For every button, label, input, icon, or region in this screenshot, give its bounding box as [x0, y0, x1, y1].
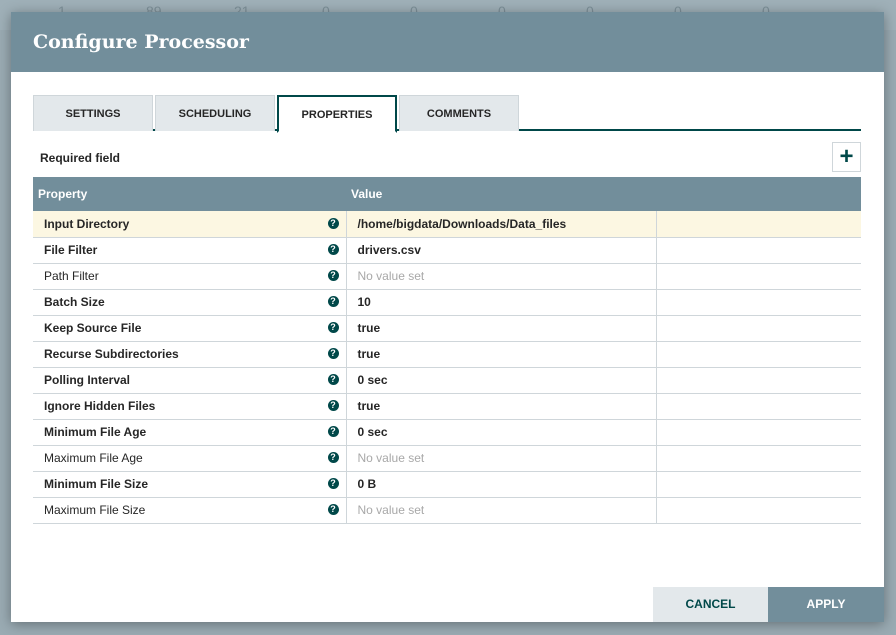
table-row[interactable]: ? Batch Size 10: [33, 289, 861, 316]
row-actions: [655, 471, 861, 498]
property-value[interactable]: No value set: [345, 263, 656, 290]
row-actions: [655, 393, 861, 420]
status-count: 0: [762, 3, 770, 19]
help-icon[interactable]: ?: [327, 478, 339, 489]
row-actions: [655, 341, 861, 368]
help-icon[interactable]: ?: [327, 348, 339, 359]
property-name: ? Maximum File Size: [33, 497, 346, 524]
tab-bar: SETTINGS SCHEDULING PROPERTIES COMMENTS: [33, 95, 861, 133]
help-icon[interactable]: ?: [327, 322, 339, 333]
property-value[interactable]: /home/bigdata/Downloads/Data_files: [345, 211, 656, 238]
row-actions: [655, 237, 861, 264]
plus-icon: +: [839, 143, 854, 170]
table-row[interactable]: ? Maximum File Size No value set: [33, 497, 861, 524]
table-row[interactable]: ? Minimum File Age 0 sec: [33, 419, 861, 446]
table-row[interactable]: ? Ignore Hidden Files true: [33, 393, 861, 420]
property-value[interactable]: true: [345, 393, 656, 420]
property-name: ? Polling Interval: [33, 367, 346, 394]
property-name: ? Batch Size: [33, 289, 346, 316]
property-name: ? File Filter: [33, 237, 346, 264]
table-row[interactable]: ? File Filter drivers.csv: [33, 237, 861, 264]
table-row[interactable]: ? Keep Source File true: [33, 315, 861, 342]
tab-settings[interactable]: SETTINGS: [33, 95, 153, 131]
help-icon[interactable]: ?: [327, 504, 339, 515]
column-header-value: Value: [346, 177, 861, 211]
property-name: ? Minimum File Size: [33, 471, 346, 498]
table-row[interactable]: ? Input Directory/home/bigdata/Downloads/…: [33, 211, 861, 238]
help-icon[interactable]: ?: [327, 374, 339, 385]
add-property-button[interactable]: +: [832, 142, 861, 172]
row-actions: [655, 211, 861, 238]
row-actions: [655, 263, 861, 290]
status-count: 0: [410, 3, 418, 19]
table-row[interactable]: ? Recurse Subdirectories true: [33, 341, 861, 368]
property-value[interactable]: true: [345, 315, 656, 342]
status-count: 0: [586, 3, 594, 19]
property-name: ? Ignore Hidden Files: [33, 393, 346, 420]
table-row[interactable]: ? Maximum File Age No value set: [33, 445, 861, 472]
property-name: ? Minimum File Age: [33, 419, 346, 446]
property-value[interactable]: 0 sec: [345, 367, 656, 394]
property-value[interactable]: No value set: [345, 445, 656, 472]
status-count: 0: [322, 3, 330, 19]
property-value[interactable]: 0 B: [345, 471, 656, 498]
dialog-title: Configure Processor: [11, 12, 884, 72]
tab-comments[interactable]: COMMENTS: [399, 95, 519, 131]
column-header-property: Property: [33, 177, 346, 211]
help-icon[interactable]: ?: [327, 400, 339, 411]
help-icon[interactable]: ?: [327, 244, 339, 255]
status-count: 0: [498, 3, 506, 19]
property-name: ? Input Directory: [33, 211, 346, 238]
help-icon[interactable]: ?: [327, 426, 339, 437]
help-icon[interactable]: ?: [327, 270, 339, 281]
property-value[interactable]: drivers.csv: [345, 237, 656, 264]
cancel-button[interactable]: CANCEL: [653, 587, 768, 622]
status-count: 0: [674, 3, 682, 19]
apply-button[interactable]: APPLY: [768, 587, 884, 622]
required-field-label: Required field: [40, 151, 121, 165]
property-name: ? Path Filter: [33, 263, 346, 290]
row-actions: [655, 315, 861, 342]
help-icon[interactable]: ?: [327, 452, 339, 463]
configure-processor-dialog: Configure Processor SETTINGS SCHEDULING …: [11, 12, 884, 622]
property-value[interactable]: No value set: [345, 497, 656, 524]
help-icon[interactable]: ?: [327, 296, 339, 307]
properties-table: Property Value ? Input Directory/home/big…: [33, 177, 861, 524]
row-actions: [655, 497, 861, 524]
property-value[interactable]: 10: [345, 289, 656, 316]
row-actions: [655, 445, 861, 472]
property-value[interactable]: 0 sec: [345, 419, 656, 446]
table-row[interactable]: ? Path Filter No value set: [33, 263, 861, 290]
property-name: ? Maximum File Age: [33, 445, 346, 472]
tab-scheduling[interactable]: SCHEDULING: [155, 95, 275, 131]
property-name: ? Keep Source File: [33, 315, 346, 342]
row-actions: [655, 289, 861, 316]
row-actions: [655, 367, 861, 394]
status-count: 1: [58, 3, 66, 19]
property-value[interactable]: true: [345, 341, 656, 368]
row-actions: [655, 419, 861, 446]
help-icon[interactable]: ?: [327, 217, 339, 229]
tab-properties[interactable]: PROPERTIES: [277, 95, 397, 133]
property-name: ? Recurse Subdirectories: [33, 341, 346, 368]
table-row[interactable]: ? Minimum File Size 0 B: [33, 471, 861, 498]
table-row[interactable]: ? Polling Interval 0 sec: [33, 367, 861, 394]
